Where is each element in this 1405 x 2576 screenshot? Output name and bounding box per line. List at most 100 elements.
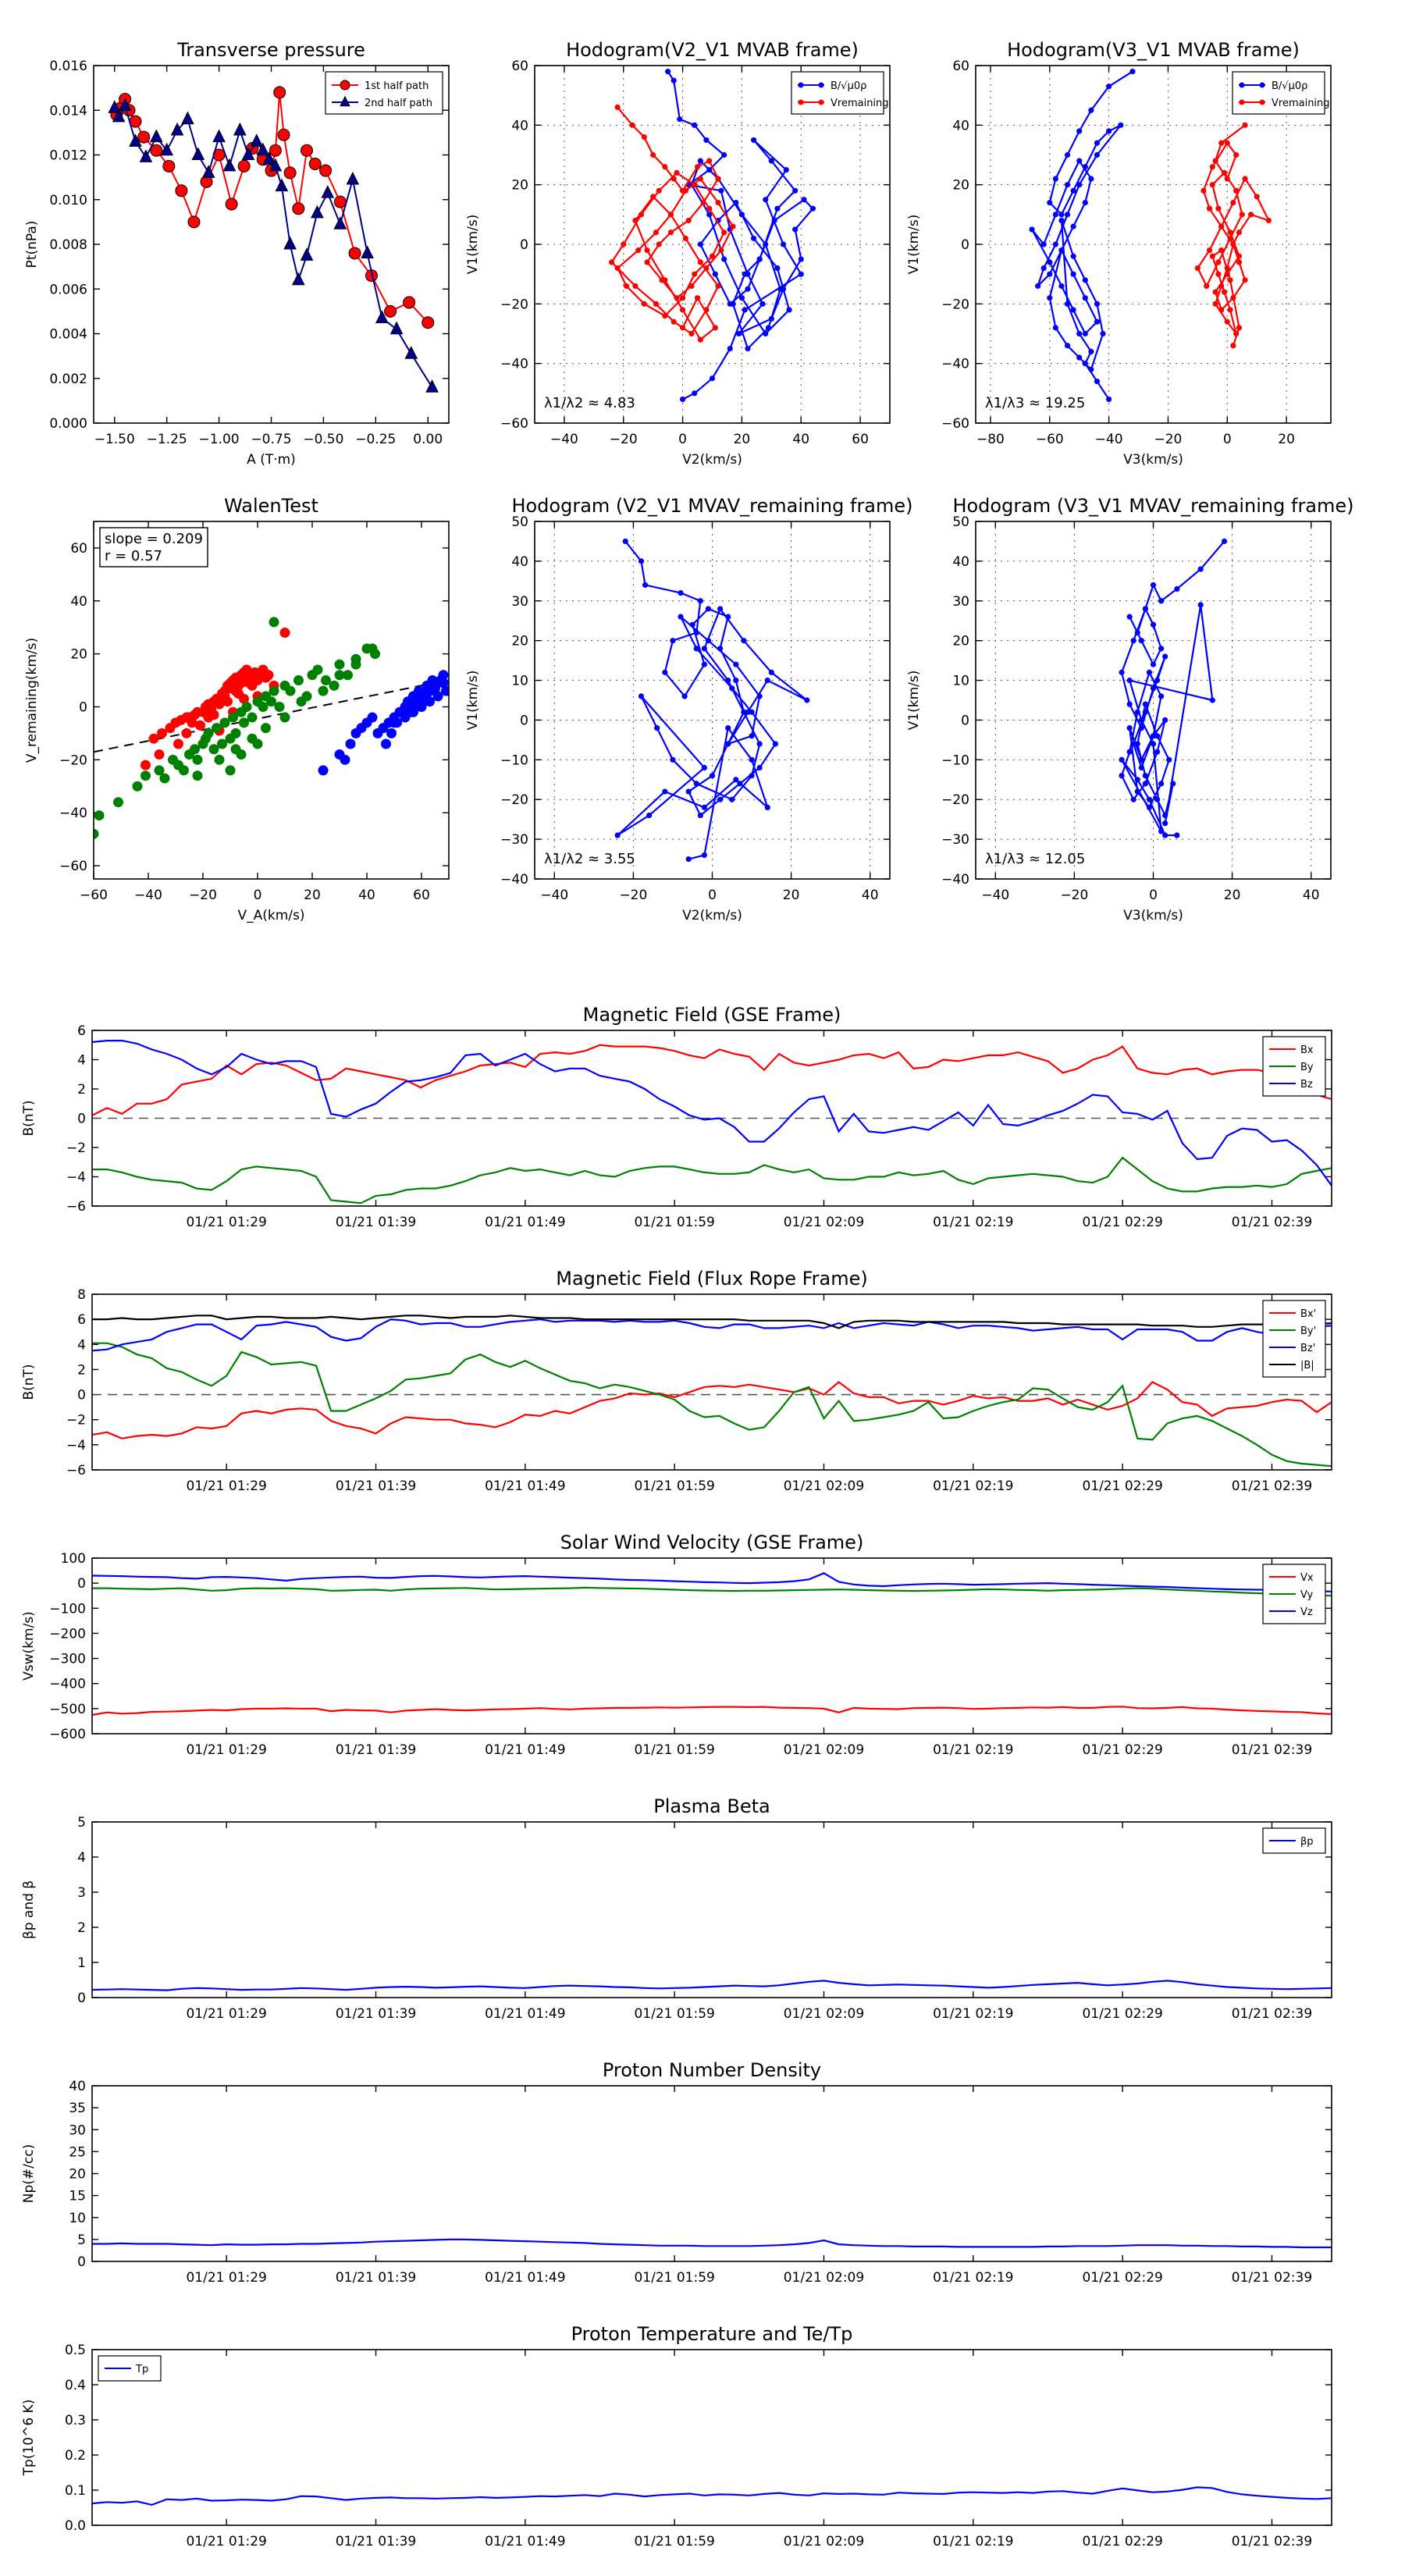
scatter-point — [432, 691, 443, 702]
triangle-marker — [112, 109, 126, 123]
y-tick-label: 5 — [77, 1815, 86, 1831]
data-point — [1174, 832, 1180, 838]
legend-label: Bz' — [1300, 1343, 1315, 1354]
data-point — [709, 773, 716, 779]
data-point — [1082, 330, 1088, 337]
scatter-point — [329, 680, 340, 691]
data-point — [717, 606, 724, 612]
data-point — [809, 205, 816, 212]
x-tick-label: −20 — [189, 888, 217, 903]
scatter-point — [274, 701, 285, 712]
legend-label: Bx — [1300, 1044, 1314, 1056]
time-tick-label: 01/21 02:19 — [933, 2006, 1013, 2022]
scatter-point — [181, 728, 192, 738]
y-tick-label: 20 — [952, 178, 969, 194]
series-line — [92, 1044, 1332, 1116]
data-point — [763, 241, 769, 247]
chart-walen: −60 −40 −20 0 20 40 60 −60 −40 −20 0 20 40 60 WalenTes… — [24, 495, 450, 923]
scatter-point — [430, 683, 440, 694]
data-point — [692, 122, 698, 128]
data-point — [685, 217, 692, 224]
data-point — [679, 325, 686, 331]
data-point — [1233, 330, 1240, 337]
data-point — [1126, 725, 1133, 731]
data-point — [1029, 226, 1035, 233]
y-tick-label: 0.006 — [49, 282, 87, 297]
data-point — [1138, 725, 1144, 731]
x-tick-label: −20 — [1060, 888, 1088, 903]
legend: Bx' By' Bz' |B| — [1262, 1300, 1326, 1378]
chart-hodoB1: −40 −20 0 20 40 60 −60 −40 −20 0 20 40 60 Hodogram(V2… — [465, 39, 891, 468]
chart-data-group — [614, 538, 810, 863]
data-point — [745, 286, 751, 292]
time-tick-label: 01/21 02:39 — [1232, 1478, 1312, 1494]
time-tick-label: 01/21 02:29 — [1082, 2270, 1162, 2286]
y-tick-label: −40 — [59, 806, 87, 821]
data-point — [792, 187, 799, 194]
scatter-point — [94, 828, 99, 839]
plot-frame — [91, 2349, 1332, 2526]
time-tick-label: 01/21 01:39 — [336, 2270, 416, 2286]
data-point — [1076, 182, 1083, 188]
data-point — [725, 725, 731, 731]
y-axis-label: V1(km/s) — [465, 671, 481, 731]
data-point — [1212, 301, 1218, 307]
x-tick-label: 0.00 — [413, 432, 443, 447]
data-point — [1082, 295, 1088, 301]
data-point — [685, 788, 692, 795]
x-tick-label: −20 — [610, 432, 638, 447]
y-tick-label: 20 — [70, 647, 87, 663]
y-tick-label: −2 — [66, 1413, 86, 1429]
data-point — [670, 77, 677, 84]
scatter-point — [261, 723, 271, 734]
time-tick-label: 01/21 01:59 — [634, 2270, 714, 2286]
x-tick-label: 20 — [783, 888, 800, 903]
x-tick-label: 20 — [1278, 432, 1295, 447]
y-tick-label: 0.014 — [49, 103, 87, 119]
data-point — [1204, 283, 1210, 290]
data-point — [642, 582, 649, 589]
data-point — [1150, 621, 1157, 628]
data-point — [1218, 283, 1225, 290]
scatter-point — [214, 754, 225, 765]
time-tick-label: 01/21 01:39 — [336, 1478, 416, 1494]
time-tick-label: 01/21 02:29 — [1082, 1215, 1162, 1230]
triangle-marker — [212, 129, 226, 143]
data-point — [749, 773, 755, 779]
data-point — [1209, 697, 1215, 703]
data-point — [1076, 330, 1083, 337]
data-point — [1162, 653, 1168, 660]
x-tick-label: −20 — [1154, 432, 1183, 447]
data-point — [656, 187, 662, 194]
scatter-point — [438, 670, 449, 681]
x-tick-label: 0 — [254, 888, 262, 903]
panel-data-group — [92, 2238, 1332, 2249]
data-point — [662, 277, 668, 283]
data-point — [1239, 212, 1245, 218]
y-tick-label: 6 — [77, 1312, 86, 1328]
scatter-point — [441, 685, 449, 696]
data-point — [644, 247, 650, 254]
time-tick-label: 01/21 02:09 — [784, 1742, 864, 1758]
series-line — [92, 1315, 1332, 1329]
triangle-marker — [170, 122, 184, 136]
plot-frame — [975, 65, 1332, 424]
data-point — [1154, 749, 1161, 755]
x-tick-label: −0.75 — [251, 432, 291, 447]
scatter-point — [422, 688, 432, 699]
data-point — [674, 169, 680, 176]
plot-frame — [91, 1821, 1332, 1998]
time-tick-label: 01/21 01:29 — [186, 2006, 266, 2022]
data-point — [678, 590, 684, 596]
data-point — [792, 226, 799, 233]
legend-marker — [798, 99, 804, 105]
data-point — [1197, 602, 1204, 608]
legend-box — [791, 71, 884, 115]
data-point — [608, 259, 615, 265]
data-point — [742, 271, 748, 277]
data-point — [1094, 151, 1101, 158]
data-point — [693, 629, 699, 636]
data-point — [1150, 733, 1157, 739]
